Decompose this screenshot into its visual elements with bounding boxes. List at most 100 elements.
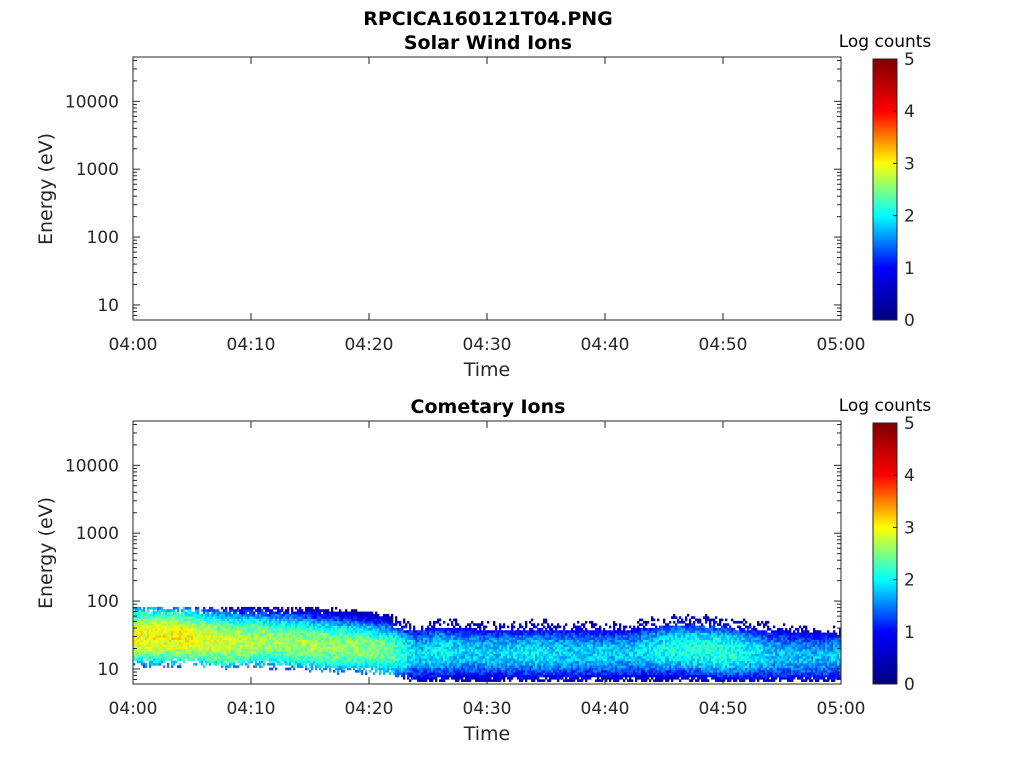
heatmap-cell <box>247 606 250 610</box>
heatmap-cell <box>445 660 448 664</box>
heatmap-cell <box>403 639 406 643</box>
heatmap-cell <box>337 632 340 636</box>
heatmap-cell <box>221 639 224 643</box>
heatmap-cell <box>271 630 274 633</box>
heatmap-cell <box>383 639 386 643</box>
heatmap-cell <box>163 618 166 622</box>
heatmap-cell <box>175 606 178 610</box>
heatmap-cell <box>379 646 382 650</box>
heatmap-cell <box>147 651 150 654</box>
heatmap-cell <box>267 646 270 650</box>
heatmap-cell <box>153 620 156 624</box>
heatmap-cell <box>469 665 472 668</box>
heatmap-cell <box>223 620 226 624</box>
heatmap-cell <box>135 648 138 652</box>
heatmap-cell <box>269 662 272 666</box>
heatmap-cell <box>241 613 244 617</box>
heatmap-cell <box>539 630 542 633</box>
heatmap-cell <box>179 653 182 657</box>
heatmap-cell <box>207 641 210 645</box>
heatmap-cell <box>245 641 248 645</box>
heatmap-cell <box>531 623 534 626</box>
heatmap-cell <box>197 613 200 617</box>
heatmap-cell <box>215 658 218 661</box>
heatmap-cell <box>419 672 422 675</box>
heatmap-cell <box>509 651 512 654</box>
heatmap-cell <box>325 646 328 650</box>
x-tick-label: 04:20 <box>345 335 394 355</box>
heatmap-cell <box>529 660 532 664</box>
heatmap-cell <box>219 641 222 645</box>
heatmap-cell <box>421 674 424 678</box>
heatmap-cell <box>451 646 454 650</box>
heatmap-cell <box>517 669 520 673</box>
heatmap-cell <box>235 641 238 645</box>
heatmap-cell <box>293 648 296 652</box>
heatmap-cell <box>527 669 530 673</box>
heatmap-cell <box>137 646 140 650</box>
heatmap-cell <box>317 623 320 626</box>
heatmap-cell <box>259 630 262 633</box>
heatmap-cell <box>161 632 164 636</box>
heatmap-cell <box>339 616 342 619</box>
heatmap-cell <box>257 641 260 645</box>
heatmap-cell <box>263 658 266 661</box>
heatmap-cell <box>299 611 302 615</box>
heatmap-cell <box>353 648 356 652</box>
heatmap-cell <box>363 660 366 664</box>
heatmap-cell <box>347 646 350 650</box>
heatmap-cell <box>491 672 494 675</box>
heatmap-cell <box>171 613 174 617</box>
heatmap-cell <box>153 644 156 647</box>
heatmap-cell <box>135 623 138 626</box>
heatmap-cell <box>185 618 188 622</box>
heatmap-cell <box>171 620 174 624</box>
heatmap-cell <box>395 655 398 659</box>
heatmap-cell <box>163 641 166 645</box>
heatmap-cell <box>493 632 496 636</box>
heatmap-cell <box>511 644 514 647</box>
heatmap-cell <box>319 646 322 650</box>
heatmap-cell <box>219 623 222 626</box>
heatmap-cell <box>501 667 504 671</box>
heatmap-cell <box>253 651 256 654</box>
heatmap-cell <box>395 658 398 661</box>
heatmap-cell <box>493 662 496 666</box>
heatmap-cell <box>233 660 236 664</box>
heatmap-cell <box>445 667 448 671</box>
heatmap-cell <box>381 658 384 661</box>
heatmap-cell <box>249 630 252 633</box>
heatmap-cell <box>251 641 254 645</box>
heatmap-cell <box>517 651 520 654</box>
heatmap-cell <box>369 665 372 668</box>
heatmap-cell <box>379 637 382 640</box>
heatmap-cell <box>141 662 144 666</box>
heatmap-cell <box>321 653 324 657</box>
heatmap-cell <box>529 662 532 666</box>
heatmap-cell <box>167 637 170 640</box>
heatmap-cell <box>143 620 146 624</box>
heatmap-cell <box>297 616 300 619</box>
heatmap-cell <box>413 662 416 666</box>
heatmap-cell <box>367 613 370 617</box>
heatmap-cell <box>153 639 156 643</box>
heatmap-cell <box>403 648 406 652</box>
heatmap-cell <box>353 655 356 659</box>
heatmap-cell <box>435 651 438 654</box>
heatmap-cell <box>499 679 502 682</box>
heatmap-cell <box>511 676 514 680</box>
heatmap-cell <box>369 634 372 638</box>
heatmap-cell <box>327 632 330 636</box>
heatmap-cell <box>195 637 198 640</box>
heatmap-cell <box>513 646 516 650</box>
heatmap-cell <box>531 676 534 680</box>
heatmap-cell <box>219 639 222 643</box>
heatmap-cell <box>531 630 534 633</box>
heatmap-cell <box>203 637 206 640</box>
heatmap-cell <box>135 630 138 633</box>
heatmap-cell <box>351 644 354 647</box>
heatmap-cell <box>475 672 478 675</box>
heatmap-cell <box>349 648 352 652</box>
heatmap-cell <box>259 641 262 645</box>
heatmap-cell <box>461 653 464 657</box>
